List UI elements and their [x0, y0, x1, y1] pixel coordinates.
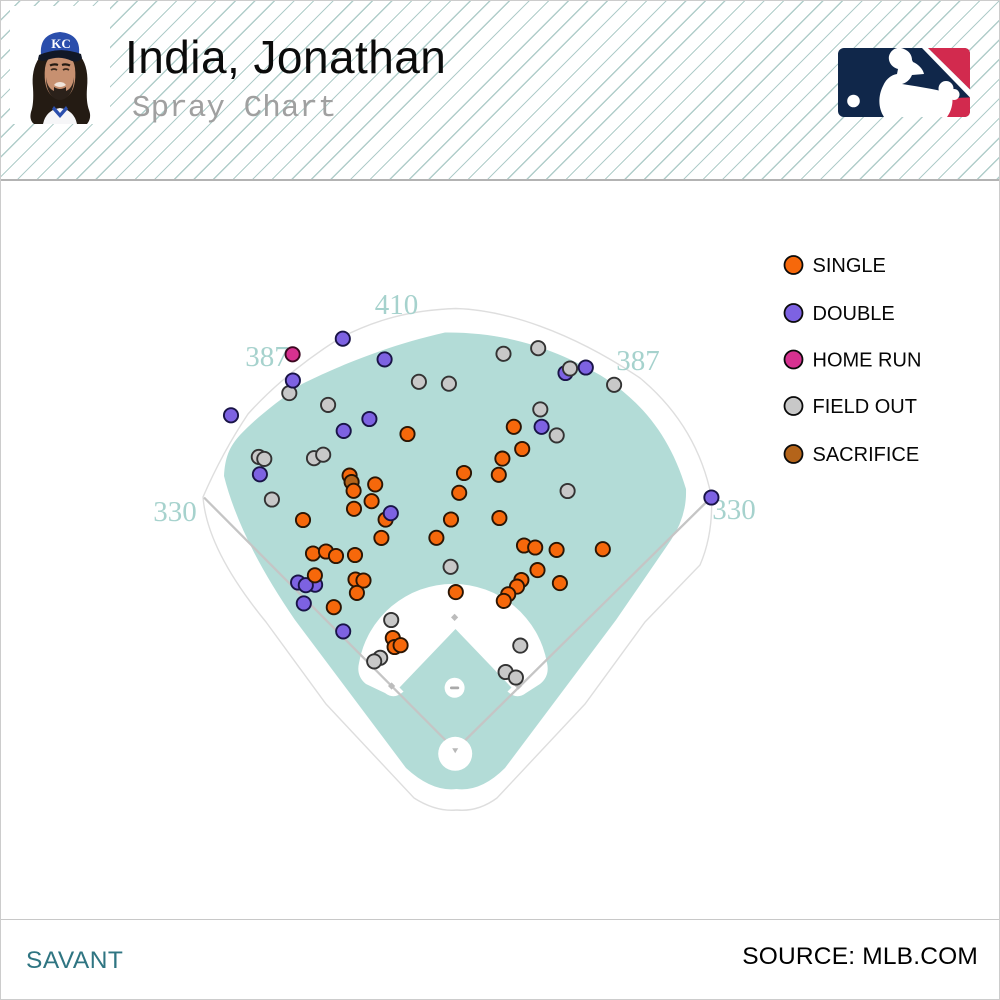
svg-text:387: 387 [616, 345, 660, 377]
svg-text:FIELD OUT: FIELD OUT [813, 396, 917, 418]
svg-text:410: 410 [375, 289, 419, 321]
svg-text:330: 330 [712, 494, 756, 526]
svg-text:HOME RUN: HOME RUN [813, 350, 922, 372]
svg-text:DOUBLE: DOUBLE [813, 303, 895, 325]
svg-text:SINGLE: SINGLE [813, 255, 886, 277]
svg-text:KC: KC [51, 36, 71, 51]
svg-text:387: 387 [245, 341, 289, 373]
svg-text:330: 330 [153, 496, 197, 528]
svg-text:SACRIFICE: SACRIFICE [813, 444, 920, 466]
